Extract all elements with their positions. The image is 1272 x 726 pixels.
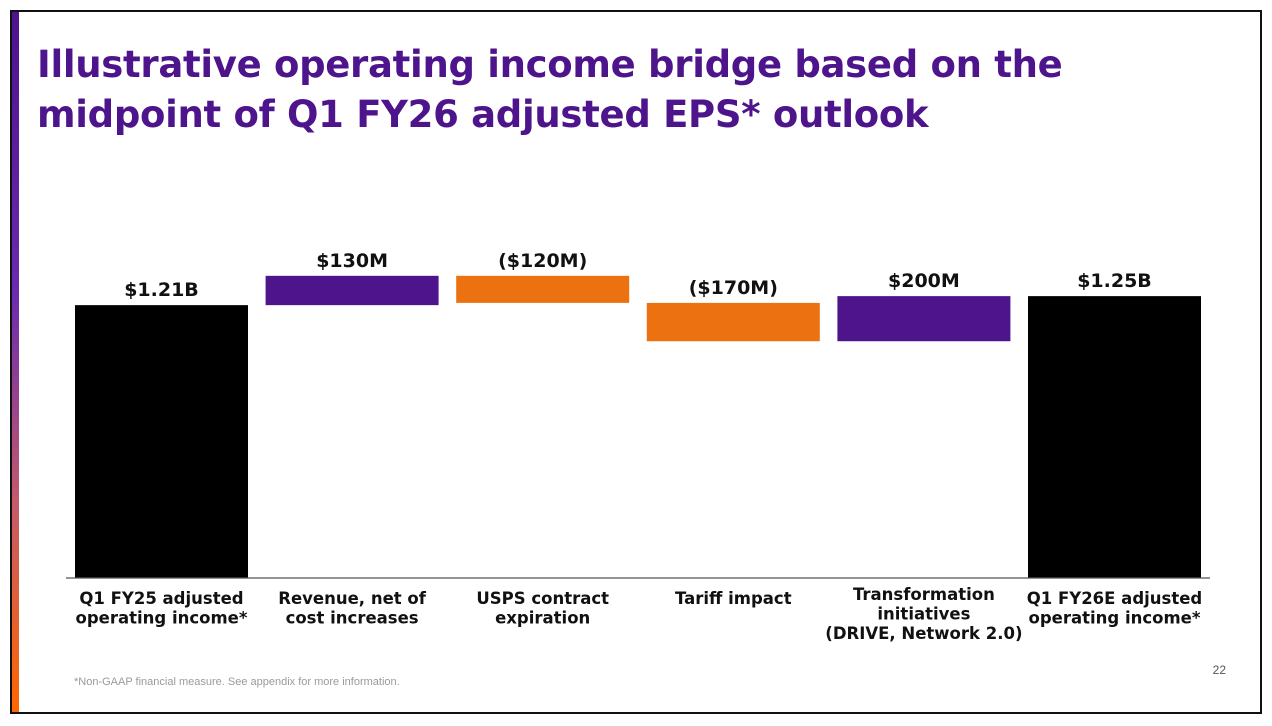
bar-3 [456,275,630,303]
category-label-line: Tariff impact [675,589,792,608]
page-number: 22 [1212,663,1226,677]
category-label-line: Transformation [853,585,995,604]
category-label-line: USPS contract [476,589,609,608]
category-label-line: Q1 FY25 adjusted [79,589,243,608]
category-label-line: cost increases [286,609,419,628]
value-label-1: $1.21B [124,279,199,301]
category-label-5: Transformation initiatives (DRIVE, Network… [825,585,1022,643]
bar-6 [1028,296,1201,578]
bar-4 [646,302,820,342]
footnote: *Non-GAAP financial measure. See appendi… [74,676,400,688]
category-label-line: initiatives [877,605,970,624]
value-label-2: $130M [316,250,388,272]
value-label-4: ($170M) [689,277,778,299]
category-label-6: Q1 FY26E adjusted operating income* [1027,589,1203,628]
category-label-line: expiration [495,609,590,628]
category-label-line: Q1 FY26E adjusted [1027,589,1203,608]
bar-2 [265,275,439,306]
category-label-line: (DRIVE, Network 2.0) [825,624,1022,643]
category-label-3: USPS contract expiration [476,589,609,628]
category-label-2: Revenue, net of cost increases [278,589,426,628]
value-label-6: $1.25B [1077,270,1152,292]
category-label-line: operating income* [76,609,248,628]
value-label-5: $200M [888,270,960,292]
category-label-1: Q1 FY25 adjusted operating income* [76,589,248,628]
accent-bar [12,12,19,712]
value-label-3: ($120M) [498,250,587,272]
bar-1 [75,305,248,578]
category-label-line: operating income* [1029,609,1201,628]
bar-5 [837,296,1011,342]
category-label-line: Revenue, net of [278,589,426,608]
category-label-4: Tariff impact [675,589,792,608]
slide-title: Illustrative operating income bridge bas… [37,43,1063,136]
